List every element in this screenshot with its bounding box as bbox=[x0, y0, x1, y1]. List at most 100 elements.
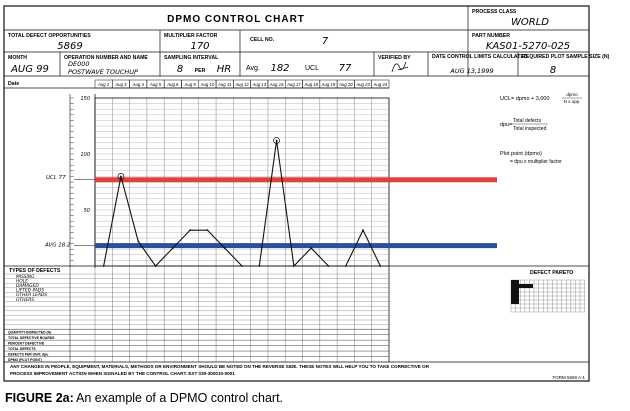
operation-name: POSTWAVE TOUCHUP bbox=[68, 68, 138, 76]
date-cell-label: Aug 6 bbox=[166, 82, 179, 87]
ucl-formula-num: dpmo bbox=[566, 92, 578, 97]
sampling-unit: HR bbox=[217, 64, 231, 75]
caption-text: An example of a DPMO control chart. bbox=[76, 391, 283, 405]
total-defect-opps-value: 5869 bbox=[57, 41, 82, 52]
form-number: FORM 5669 A-1 bbox=[552, 375, 585, 380]
dpmo-point bbox=[275, 139, 278, 142]
pareto-bar bbox=[519, 284, 533, 288]
avg-value: 182 bbox=[270, 63, 289, 74]
date-cell-label: Aug 5 bbox=[149, 82, 162, 87]
defect-type-label: HOLE bbox=[16, 278, 28, 284]
dpmo-point bbox=[171, 247, 174, 249]
date-row: Aug 2 Aug 3 Aug 4 Aug 5 Aug 6 Aug 9 Aug 10 Aug … bbox=[94, 79, 390, 89]
operation-number: DE000 bbox=[68, 60, 90, 68]
date-control-value: AUG 13,1999 bbox=[449, 67, 493, 75]
footer-note: ANY CHANGES IN PEOPLE, EQUIPMENT, MATERI… bbox=[10, 364, 430, 369]
summary-row-label: TOTAL DEFECTIVE BOARDS bbox=[8, 336, 55, 340]
y-tick-label: 150 bbox=[80, 96, 90, 102]
sampling-value: 8 bbox=[177, 64, 183, 75]
date-cell-label: Aug 13 bbox=[251, 82, 266, 87]
multiplier-value: 170 bbox=[190, 41, 209, 52]
summary-row-label: TOTAL DEFECTS bbox=[8, 347, 36, 351]
process-class-label: PROCESS CLASS bbox=[472, 9, 517, 15]
cell-label: CELL NO. bbox=[250, 37, 275, 43]
verified-signature bbox=[391, 61, 409, 73]
date-cell-label: Aug 4 bbox=[132, 82, 145, 87]
dpmo-point bbox=[189, 229, 192, 232]
caption-label: FIGURE 2a: bbox=[5, 391, 74, 405]
date-cell-label: Aug 16 bbox=[269, 82, 284, 87]
defects-section: TYPES OF DEFECTSMISSINGHOLEDAMAGEDLIFTED… bbox=[4, 265, 589, 362]
summary-row-label: QUANTITY INSPECTED (N) bbox=[8, 331, 51, 335]
date-cell-label: Aug 2 bbox=[97, 82, 110, 87]
date-cell-label: Aug 10 bbox=[200, 82, 215, 87]
ucl-label: UCL bbox=[305, 65, 319, 72]
plot-point-line2: = dpu x multiplier factor bbox=[510, 159, 562, 165]
summary-row-label: DPMO (PLOT POINT) bbox=[8, 358, 42, 362]
dpmo-point bbox=[362, 229, 364, 232]
defect-type-label: DAMAGED bbox=[16, 283, 39, 289]
y-tick-label: 100 bbox=[80, 152, 90, 158]
out-of-control-marker bbox=[117, 173, 125, 180]
total-defect-opps-label: TOTAL DEFECT OPPORTUNITIES bbox=[8, 33, 91, 39]
date-row-label: Date bbox=[8, 81, 19, 87]
ucl-formula-prefix: UCL= dpmo + 3,000 bbox=[500, 96, 550, 102]
ucl-axis-label: UCL 77 bbox=[46, 175, 66, 181]
avg-axis-label: AVG 18.2 bbox=[44, 243, 71, 249]
y-tick-label: 50 bbox=[84, 208, 90, 214]
date-cell-label: Aug 20 bbox=[338, 82, 353, 87]
part-number-label: PART NUMBER bbox=[472, 33, 510, 39]
date-cell-label: Aug 19 bbox=[321, 82, 336, 87]
out-of-control-marker bbox=[273, 137, 280, 144]
defect-type-label: MISSING bbox=[16, 274, 35, 280]
summary-row-label: PERCENT DEFECTIVE bbox=[8, 342, 45, 346]
month-value: AUG 99 bbox=[10, 64, 49, 75]
date-cell-label: Aug 18 bbox=[303, 82, 318, 87]
defect-type-label: OTHER LEADS bbox=[16, 292, 47, 298]
avg-line bbox=[95, 243, 497, 249]
defect-type-label: LIFTED PADS bbox=[16, 288, 44, 294]
ucl-formula-den: N x opp. bbox=[564, 99, 581, 104]
sample-size-label: REQUIRED PLOT SAMPLE SIZE (N) bbox=[522, 54, 610, 60]
dpu-num: Total defects bbox=[513, 118, 542, 124]
date-cell-label: Aug 9 bbox=[184, 82, 197, 87]
date-cell-label: Aug 11 bbox=[217, 82, 232, 87]
avg-label: Avg. bbox=[246, 65, 260, 72]
side-notes: UCL= dpmo + 3,000 dpmo N x opp. dpu= Tot… bbox=[500, 92, 582, 165]
header-block bbox=[4, 6, 589, 77]
month-label: MONTH bbox=[8, 55, 27, 61]
dpmo-point bbox=[223, 247, 226, 249]
dpmo-point bbox=[137, 240, 140, 243]
pareto-bar bbox=[511, 280, 519, 304]
ucl-value: 77 bbox=[339, 63, 352, 74]
summary-row-label: DEFECTS PER UNIT, dpu bbox=[8, 353, 48, 357]
dpu-den: Total inspected bbox=[513, 126, 547, 132]
date-control-label: DATE CONTROL LIMITS CALCULATED bbox=[432, 54, 528, 60]
verified-label: VERIFIED BY bbox=[378, 55, 411, 61]
operation-label: OPERATION NUMBER AND NAME bbox=[64, 55, 148, 61]
form-border bbox=[3, 5, 590, 382]
types-of-defects-label: TYPES OF DEFECTS bbox=[9, 268, 61, 274]
dpmo-point bbox=[206, 229, 209, 232]
ucl-line bbox=[95, 177, 497, 183]
sampling-per: PER bbox=[195, 68, 206, 74]
multiplier-label: MULTIPLIER FACTOR bbox=[164, 33, 218, 39]
part-number-value: KAS01-5270-025 bbox=[486, 41, 570, 52]
process-class-value: WORLD bbox=[511, 17, 549, 28]
form-title: DPMO CONTROL CHART bbox=[167, 14, 305, 25]
cell-value: 7 bbox=[322, 36, 329, 47]
defect-type-label: OTHERS bbox=[16, 297, 34, 303]
date-cell-label: Aug 3 bbox=[114, 82, 127, 87]
date-cell-label: Aug 12 bbox=[234, 82, 249, 87]
defect-pareto-label: DEFECT PARETO bbox=[530, 270, 573, 276]
date-cell-label: Aug 24 bbox=[373, 82, 388, 87]
plot-point-line1: Plot point (dpmo) bbox=[500, 151, 542, 157]
dpu-prefix: dpu= bbox=[500, 122, 512, 128]
date-cell-label: Aug 23 bbox=[355, 82, 370, 87]
dpmo-point bbox=[120, 175, 122, 178]
dpmo-point bbox=[310, 247, 313, 249]
sample-size-value: 8 bbox=[550, 65, 556, 76]
footer-note-line2: PROCESS IMPROVEMENT ACTION WHEN SIGNALED… bbox=[10, 371, 235, 376]
sampling-label: SAMPLING INTERVAL bbox=[164, 55, 219, 61]
